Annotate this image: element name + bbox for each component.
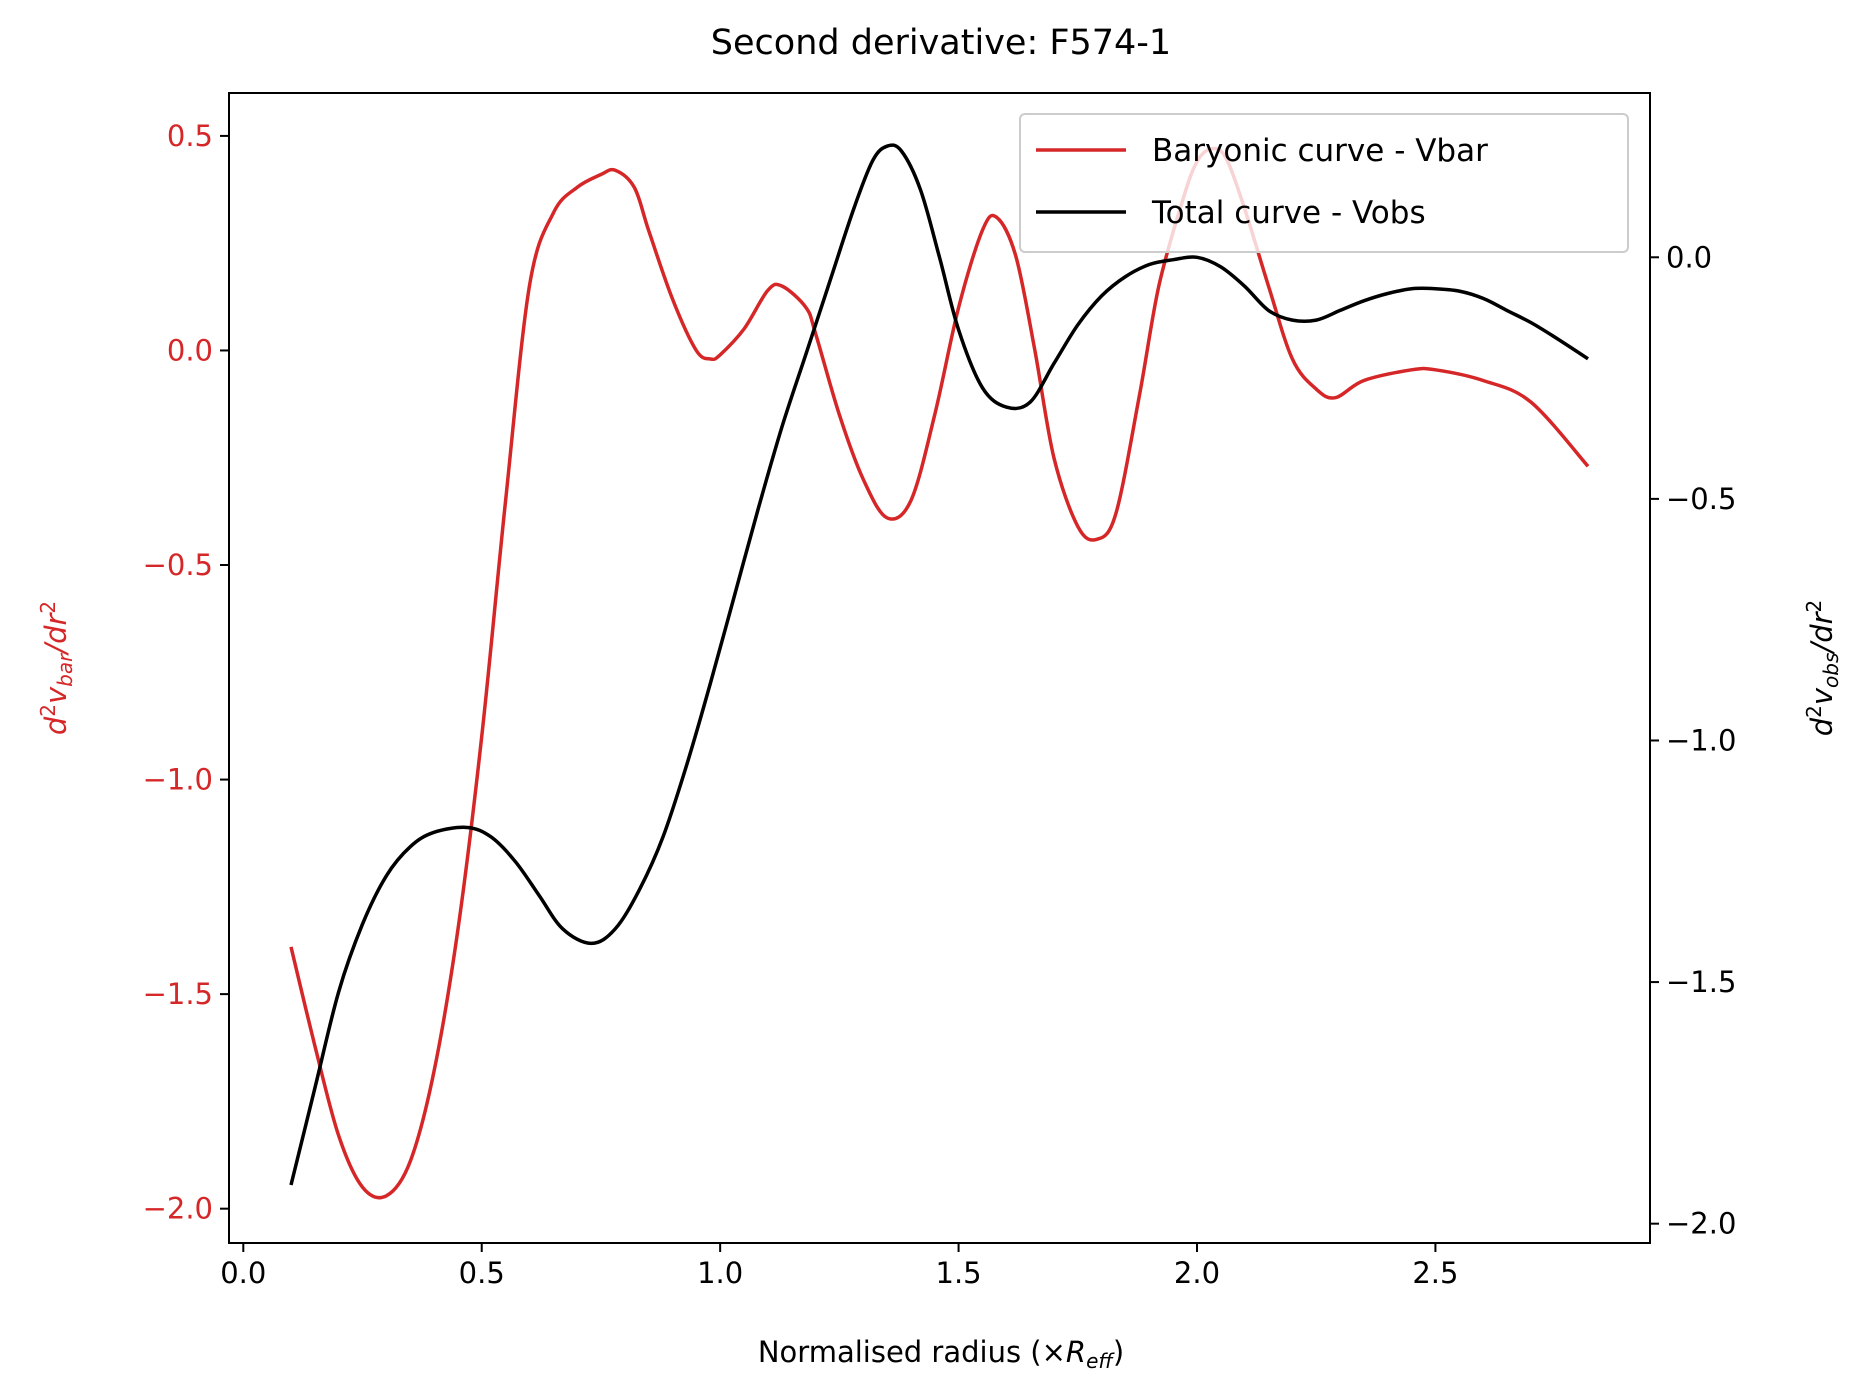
legend-box <box>1019 113 1629 253</box>
chart-title: Second derivative: F574-1 <box>711 23 1171 63</box>
x-tick-label: 0.0 <box>220 1256 266 1290</box>
left-y-tick-label: 0.0 <box>167 333 213 367</box>
legend: Baryonic curve - Vbar Total curve - Vobs <box>1019 113 1629 253</box>
left-y-tick-label: −0.5 <box>143 548 213 582</box>
legend-label-bar: Baryonic curve - Vbar <box>1152 133 1488 169</box>
right-y-axis-label: d2vobs/dr2 <box>1802 600 1843 737</box>
x-tick-label: 0.5 <box>459 1256 505 1290</box>
series-line-vobs <box>289 143 1589 1186</box>
legend-label-obs: Total curve - Vobs <box>1151 195 1426 231</box>
left-y-tick-label: −2.0 <box>143 1192 213 1226</box>
left-y-tick-label: 0.5 <box>167 119 213 153</box>
x-tick-label: 2.5 <box>1412 1256 1458 1290</box>
x-axis: 0.0 0.5 1.0 1.5 2.0 2.5 <box>220 1243 1458 1290</box>
left-y-axis-label: d2vbar/dr2 <box>36 601 77 735</box>
x-axis-label: Normalised radius (×Reff) <box>758 1335 1124 1373</box>
left-y-tick-label: −1.5 <box>143 977 213 1011</box>
x-tick-label: 2.0 <box>1174 1256 1220 1290</box>
right-y-tick-label: 0.0 <box>1666 240 1712 274</box>
right-y-tick-label: −2.0 <box>1666 1207 1736 1241</box>
right-y-tick-label: −1.5 <box>1666 965 1736 999</box>
left-y-tick-label: −1.0 <box>143 763 213 797</box>
left-y-axis: 0.5 0.0 −0.5 −1.0 −1.5 −2.0 <box>143 119 229 1226</box>
x-tick-label: 1.5 <box>936 1256 982 1290</box>
plot-frame <box>228 92 1651 1244</box>
right-y-tick-label: −0.5 <box>1666 482 1736 516</box>
right-y-axis: 0.0 −0.5 −1.0 −1.5 −2.0 <box>1650 240 1736 1241</box>
right-y-tick-label: −1.0 <box>1666 723 1736 757</box>
x-tick-label: 1.0 <box>697 1256 743 1290</box>
